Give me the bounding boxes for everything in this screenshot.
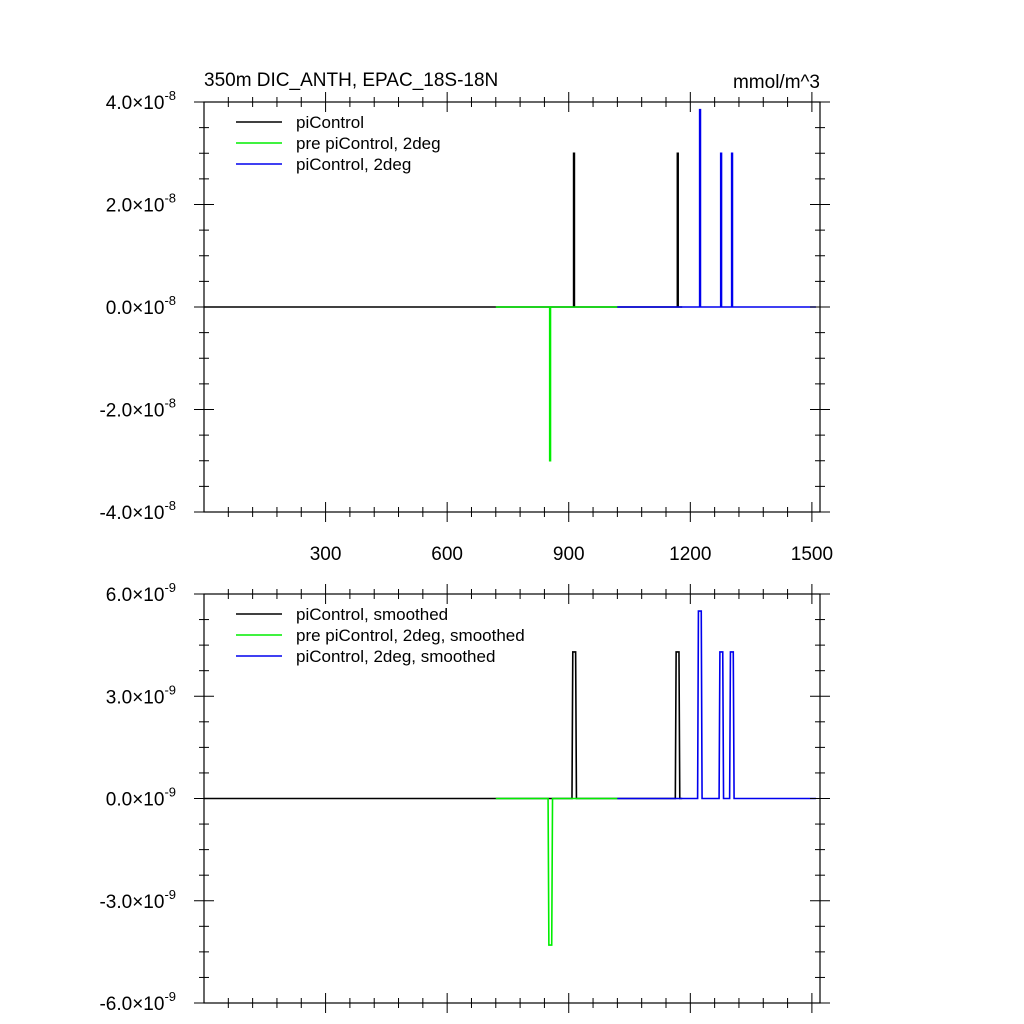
x-tick-label: 1500 <box>791 544 833 565</box>
y-tick-label: -4.0×10-8 <box>99 498 176 524</box>
series-line-2 <box>495 306 618 462</box>
chart-title: 350m DIC_ANTH, EPAC_18S-18N <box>204 70 498 91</box>
chart-panel-2: -6.0×10-9 -3.0×10-9 0.0×10-9 3.0×10-9 6.0×10… <box>99 580 830 1015</box>
chart-panel-1: 350m DIC_ANTH, EPAC_18S-18N mmol/m^3 300 60… <box>99 70 833 565</box>
y-tick-label: 4.0×10-8 <box>106 88 176 114</box>
y-tick-label: -3.0×10-9 <box>99 887 176 913</box>
series-line-1 <box>204 152 683 308</box>
legend-label: piControl <box>296 113 364 132</box>
legend-label: piControl, 2deg, smoothed <box>296 647 495 666</box>
x-tick-label: 300 <box>310 544 342 565</box>
series-line-2 <box>495 797 618 946</box>
units-label: mmol/m^3 <box>733 72 820 93</box>
legend-label: pre piControl, 2deg, smoothed <box>296 626 525 645</box>
legend-label: pre piControl, 2deg <box>296 134 441 153</box>
x-tick-label: 1200 <box>669 544 711 565</box>
legend-label: piControl, smoothed <box>296 605 448 624</box>
series-line-3 <box>617 108 816 308</box>
x-tick-label: 900 <box>553 544 585 565</box>
x-tick-label: 600 <box>431 544 463 565</box>
legend-label: piControl, 2deg <box>296 155 411 174</box>
y-tick-label: -6.0×10-9 <box>99 989 176 1015</box>
y-tick-label: 0.0×10-9 <box>106 785 176 811</box>
y-tick-label: 6.0×10-9 <box>106 580 176 606</box>
series-line-3 <box>617 610 816 800</box>
y-tick-label: 3.0×10-9 <box>106 682 176 708</box>
y-tick-label: -2.0×10-8 <box>99 396 176 422</box>
series-line-1 <box>204 651 683 800</box>
y-tick-label: 0.0×10-8 <box>106 293 176 319</box>
y-tick-label: 2.0×10-8 <box>106 191 176 217</box>
